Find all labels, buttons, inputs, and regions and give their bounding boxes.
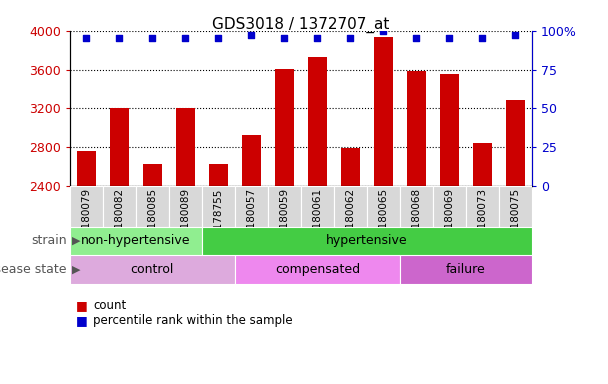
Bar <box>202 186 235 227</box>
Bar <box>77 151 96 186</box>
Bar <box>209 164 229 186</box>
Point <box>379 28 389 34</box>
Point <box>444 35 454 41</box>
Point <box>181 35 190 41</box>
Bar <box>103 186 136 227</box>
Bar <box>142 164 162 186</box>
Point <box>511 32 520 38</box>
Bar <box>176 109 195 186</box>
Text: GSM180061: GSM180061 <box>313 188 322 252</box>
Bar <box>440 74 460 186</box>
Text: percentile rank within the sample: percentile rank within the sample <box>93 314 292 327</box>
Point <box>478 35 488 41</box>
Bar <box>367 186 400 227</box>
Bar <box>241 135 261 186</box>
Bar <box>301 186 334 227</box>
Text: GSM180069: GSM180069 <box>444 188 455 252</box>
Text: disease state: disease state <box>0 263 67 276</box>
Bar <box>308 57 327 186</box>
Bar <box>136 186 169 227</box>
Bar <box>373 36 393 186</box>
Text: GSM180073: GSM180073 <box>477 188 488 252</box>
Text: GSM180089: GSM180089 <box>181 188 190 252</box>
Text: ■: ■ <box>76 314 88 327</box>
Bar <box>499 186 532 227</box>
Text: control: control <box>131 263 174 276</box>
Text: GSM180062: GSM180062 <box>345 188 356 252</box>
Bar <box>235 186 268 227</box>
Text: GSM180079: GSM180079 <box>81 188 91 252</box>
Text: count: count <box>93 299 126 312</box>
Point <box>412 35 421 41</box>
Text: GSM180075: GSM180075 <box>511 188 520 252</box>
Point <box>280 35 289 41</box>
Text: GSM180059: GSM180059 <box>280 188 289 252</box>
Bar <box>407 71 426 186</box>
Bar <box>70 255 235 284</box>
Bar <box>235 255 400 284</box>
Bar <box>334 186 367 227</box>
Text: GSM180085: GSM180085 <box>147 188 157 252</box>
Text: GDS3018 / 1372707_at: GDS3018 / 1372707_at <box>212 17 390 33</box>
Point <box>81 35 91 41</box>
Bar <box>268 186 301 227</box>
Bar <box>466 186 499 227</box>
Bar <box>506 100 525 186</box>
Text: GSM180065: GSM180065 <box>378 188 389 252</box>
Point <box>148 35 157 41</box>
Text: failure: failure <box>446 263 486 276</box>
Bar <box>472 144 492 186</box>
Bar <box>202 227 532 255</box>
Point <box>345 35 355 41</box>
Bar <box>70 186 103 227</box>
Bar <box>433 186 466 227</box>
Bar <box>109 109 130 186</box>
Text: ▶: ▶ <box>72 265 80 275</box>
Text: GSM180082: GSM180082 <box>114 188 125 252</box>
Text: GSM180057: GSM180057 <box>246 188 257 252</box>
Bar <box>169 186 202 227</box>
Point <box>313 35 322 41</box>
Text: ■: ■ <box>76 299 88 312</box>
Text: GSM180068: GSM180068 <box>412 188 421 252</box>
Text: non-hypertensive: non-hypertensive <box>81 235 191 247</box>
Point <box>213 35 223 41</box>
Bar <box>340 148 361 186</box>
Bar <box>400 255 532 284</box>
Text: hypertensive: hypertensive <box>326 235 408 247</box>
Text: ▶: ▶ <box>72 236 80 246</box>
Bar <box>400 186 433 227</box>
Bar <box>70 227 202 255</box>
Text: compensated: compensated <box>275 263 360 276</box>
Point <box>247 32 257 38</box>
Text: strain: strain <box>31 235 67 247</box>
Bar <box>275 69 294 186</box>
Text: GSM178755: GSM178755 <box>213 188 224 252</box>
Point <box>114 35 124 41</box>
